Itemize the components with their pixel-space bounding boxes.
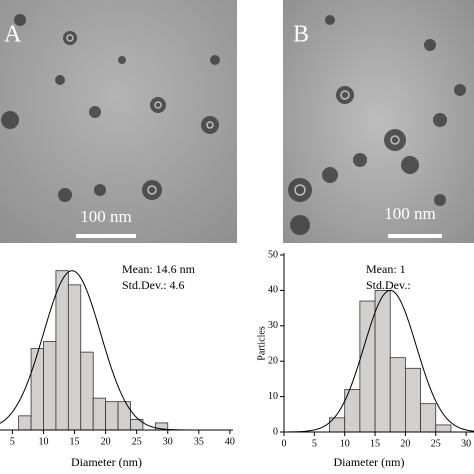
x-tick-label: 20 [400, 438, 410, 449]
panel-label: B [293, 22, 309, 48]
scale-bar [388, 234, 442, 238]
x-tick-label: 30 [163, 436, 173, 447]
x-tick-label: 0 [282, 438, 287, 449]
y-tick-label: 40 [268, 285, 278, 296]
bar [420, 403, 437, 433]
y-tick-label: 10 [268, 391, 278, 402]
tem-image-a: A 100 nm [0, 0, 237, 243]
annotation: Std.Dev.: 4.6 [122, 278, 185, 292]
scale-bar-label: 100 nm [384, 204, 435, 223]
bar [80, 351, 94, 431]
scale-bar-label: 100 nm [80, 207, 131, 226]
x-tick-label: 30 [461, 438, 471, 449]
bar [105, 401, 119, 431]
y-axis-label: Particles [256, 326, 267, 361]
annotation: Mean: 1 [366, 262, 406, 276]
x-tick-label: 10 [38, 436, 48, 447]
bar [67, 284, 82, 431]
bar [30, 348, 44, 431]
bar [435, 424, 452, 433]
x-tick-label: 25 [132, 436, 142, 447]
bar [92, 397, 107, 431]
x-tick-label: 35 [194, 436, 204, 447]
y-tick-label: 0 [273, 426, 278, 437]
bar [374, 289, 391, 433]
scale-bar [76, 234, 136, 238]
x-tick-label: 40 [225, 436, 235, 447]
y-tick-label: 50 [268, 249, 278, 260]
x-tick-label: 5 [312, 438, 317, 449]
tem-image-b: B 100 nm [283, 0, 474, 243]
x-tick-label: 20 [101, 436, 111, 447]
y-tick-label: 30 [268, 320, 278, 331]
bar [389, 357, 406, 433]
fit-curve [284, 289, 474, 433]
x-tick-label: 25 [431, 438, 441, 449]
bar [117, 401, 131, 431]
x-axis-label: Diameter (nm) [334, 455, 405, 469]
x-axis-label: Diameter (nm) [71, 455, 142, 469]
bar [43, 341, 57, 431]
x-tick-label: 10 [340, 438, 350, 449]
x-tick-label: 5 [10, 436, 15, 447]
bar [359, 300, 376, 433]
x-tick-label: 15 [70, 436, 80, 447]
y-tick-label: 20 [268, 355, 278, 366]
bar [405, 367, 421, 433]
x-tick-label: 15 [370, 438, 380, 449]
bar [18, 415, 32, 431]
panel-label: A [4, 22, 22, 48]
bar [55, 270, 69, 431]
annotation: Std.Dev.: [366, 278, 411, 292]
annotation: Mean: 14.6 nm [122, 262, 196, 276]
